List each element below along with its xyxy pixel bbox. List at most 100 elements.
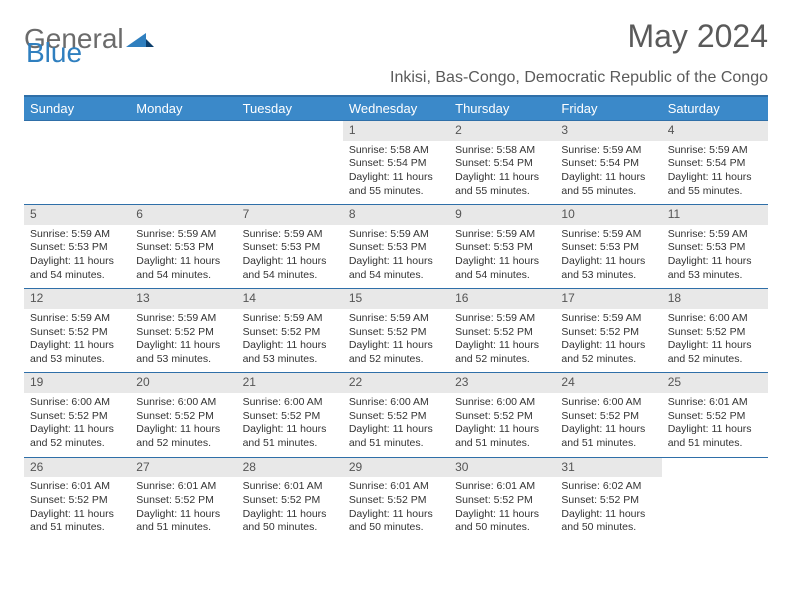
daylight-line: Daylight: 11 hours and 53 minutes. (136, 339, 230, 366)
weekday-header-row: SundayMondayTuesdayWednesdayThursdayFrid… (24, 96, 768, 121)
calendar-day-cell: 25Sunrise: 6:01 AMSunset: 5:52 PMDayligh… (662, 373, 768, 457)
sunset-line: Sunset: 5:52 PM (30, 410, 124, 424)
daylight-line: Daylight: 11 hours and 54 minutes. (243, 255, 337, 282)
day-number: 10 (555, 205, 661, 225)
calendar-day-cell: 15Sunrise: 5:59 AMSunset: 5:52 PMDayligh… (343, 289, 449, 373)
daylight-line: Daylight: 11 hours and 51 minutes. (243, 423, 337, 450)
sunrise-line: Sunrise: 6:01 AM (668, 396, 762, 410)
sunset-line: Sunset: 5:52 PM (349, 410, 443, 424)
day-body: Sunrise: 5:59 AMSunset: 5:52 PMDaylight:… (237, 309, 343, 373)
weekday-header: Tuesday (237, 96, 343, 121)
sunrise-line: Sunrise: 6:01 AM (243, 480, 337, 494)
sunset-line: Sunset: 5:52 PM (668, 326, 762, 340)
sunset-line: Sunset: 5:52 PM (349, 326, 443, 340)
calendar-day-cell: 21Sunrise: 6:00 AMSunset: 5:52 PMDayligh… (237, 373, 343, 457)
sunrise-line: Sunrise: 6:00 AM (243, 396, 337, 410)
calendar-week-row: 26Sunrise: 6:01 AMSunset: 5:52 PMDayligh… (24, 457, 768, 541)
sunrise-line: Sunrise: 5:59 AM (349, 312, 443, 326)
daylight-line: Daylight: 11 hours and 55 minutes. (668, 171, 762, 198)
daylight-line: Daylight: 11 hours and 50 minutes. (349, 508, 443, 535)
day-number: 17 (555, 289, 661, 309)
sunset-line: Sunset: 5:52 PM (30, 494, 124, 508)
sunrise-line: Sunrise: 5:58 AM (349, 144, 443, 158)
sunset-line: Sunset: 5:53 PM (136, 241, 230, 255)
day-body: Sunrise: 5:59 AMSunset: 5:52 PMDaylight:… (555, 309, 661, 373)
sunrise-line: Sunrise: 5:59 AM (668, 228, 762, 242)
daylight-line: Daylight: 11 hours and 53 minutes. (243, 339, 337, 366)
day-body: Sunrise: 5:59 AMSunset: 5:53 PMDaylight:… (449, 225, 555, 289)
sunrise-line: Sunrise: 5:59 AM (668, 144, 762, 158)
sunset-line: Sunset: 5:54 PM (455, 157, 549, 171)
sunset-line: Sunset: 5:52 PM (455, 494, 549, 508)
calendar-day-cell: 19Sunrise: 6:00 AMSunset: 5:52 PMDayligh… (24, 373, 130, 457)
daylight-line: Daylight: 11 hours and 50 minutes. (561, 508, 655, 535)
day-number: 20 (130, 373, 236, 393)
day-number: 1 (343, 121, 449, 141)
day-body: Sunrise: 5:59 AMSunset: 5:53 PMDaylight:… (24, 225, 130, 289)
daylight-line: Daylight: 11 hours and 52 minutes. (561, 339, 655, 366)
sunset-line: Sunset: 5:52 PM (136, 410, 230, 424)
sunset-line: Sunset: 5:52 PM (243, 410, 337, 424)
day-number: 12 (24, 289, 130, 309)
daylight-line: Daylight: 11 hours and 50 minutes. (243, 508, 337, 535)
sunrise-line: Sunrise: 6:02 AM (561, 480, 655, 494)
calendar-day-cell: 12Sunrise: 5:59 AMSunset: 5:52 PMDayligh… (24, 289, 130, 373)
calendar-day-cell: 22Sunrise: 6:00 AMSunset: 5:52 PMDayligh… (343, 373, 449, 457)
daylight-line: Daylight: 11 hours and 52 minutes. (136, 423, 230, 450)
calendar-day-cell: 7Sunrise: 5:59 AMSunset: 5:53 PMDaylight… (237, 205, 343, 289)
calendar-day-cell: 10Sunrise: 5:59 AMSunset: 5:53 PMDayligh… (555, 205, 661, 289)
sunrise-line: Sunrise: 6:01 AM (349, 480, 443, 494)
day-body: Sunrise: 5:59 AMSunset: 5:53 PMDaylight:… (662, 225, 768, 289)
daylight-line: Daylight: 11 hours and 53 minutes. (30, 339, 124, 366)
day-body: Sunrise: 5:59 AMSunset: 5:52 PMDaylight:… (24, 309, 130, 373)
calendar-day-cell: 30 Sunrise: 6:01 AMSunset: 5:52 PMDayligh… (449, 457, 555, 541)
daylight-line: Daylight: 11 hours and 51 minutes. (136, 508, 230, 535)
sunset-line: Sunset: 5:52 PM (243, 494, 337, 508)
day-body: Sunrise: 5:59 AMSunset: 5:52 PMDaylight:… (130, 309, 236, 373)
daylight-line: Daylight: 11 hours and 53 minutes. (561, 255, 655, 282)
weekday-header: Friday (555, 96, 661, 121)
day-number: 16 (449, 289, 555, 309)
day-body-empty (24, 141, 130, 203)
sunrise-line: Sunrise: 5:59 AM (561, 312, 655, 326)
calendar-body: 1Sunrise: 5:58 AMSunset: 5:54 PMDaylight… (24, 121, 768, 541)
day-body: Sunrise: 5:59 AMSunset: 5:53 PMDaylight:… (130, 225, 236, 289)
day-number: 30 (449, 458, 555, 478)
sunset-line: Sunset: 5:52 PM (561, 494, 655, 508)
daylight-line: Daylight: 11 hours and 52 minutes. (30, 423, 124, 450)
day-body: Sunrise: 6:00 AMSunset: 5:52 PMDaylight:… (662, 309, 768, 373)
weekday-header: Sunday (24, 96, 130, 121)
sunset-line: Sunset: 5:52 PM (136, 494, 230, 508)
day-number: 23 (449, 373, 555, 393)
day-number: 4 (662, 121, 768, 141)
calendar-day-cell: 17Sunrise: 5:59 AMSunset: 5:52 PMDayligh… (555, 289, 661, 373)
day-body: Sunrise: 6:00 AMSunset: 5:52 PMDaylight:… (130, 393, 236, 457)
day-number: 15 (343, 289, 449, 309)
daylight-line: Daylight: 11 hours and 51 minutes. (349, 423, 443, 450)
calendar-day-cell: 5Sunrise: 5:59 AMSunset: 5:53 PMDaylight… (24, 205, 130, 289)
sunset-line: Sunset: 5:54 PM (668, 157, 762, 171)
calendar-day-cell: 13Sunrise: 5:59 AMSunset: 5:52 PMDayligh… (130, 289, 236, 373)
day-body: Sunrise: 5:58 AMSunset: 5:54 PMDaylight:… (343, 141, 449, 205)
day-number: 29 (343, 458, 449, 478)
sunrise-line: Sunrise: 6:01 AM (455, 480, 549, 494)
sunset-line: Sunset: 5:53 PM (30, 241, 124, 255)
daylight-line: Daylight: 11 hours and 54 minutes. (136, 255, 230, 282)
sunrise-line: Sunrise: 5:59 AM (455, 228, 549, 242)
daylight-line: Daylight: 11 hours and 55 minutes. (561, 171, 655, 198)
sunrise-line: Sunrise: 6:01 AM (30, 480, 124, 494)
page-title: May 2024 (627, 18, 768, 55)
sunset-line: Sunset: 5:52 PM (455, 326, 549, 340)
day-body: Sunrise: 6:01 AMSunset: 5:52 PMDaylight:… (662, 393, 768, 457)
day-body: Sunrise: 6:02 AMSunset: 5:52 PMDaylight:… (555, 477, 661, 541)
daylight-line: Daylight: 11 hours and 50 minutes. (455, 508, 549, 535)
calendar-day-cell (662, 457, 768, 541)
calendar-day-cell: 27Sunrise: 6:01 AMSunset: 5:52 PMDayligh… (130, 457, 236, 541)
daylight-line: Daylight: 11 hours and 54 minutes. (349, 255, 443, 282)
sunset-line: Sunset: 5:53 PM (668, 241, 762, 255)
day-body-empty (130, 141, 236, 203)
day-number: 11 (662, 205, 768, 225)
calendar-table: SundayMondayTuesdayWednesdayThursdayFrid… (24, 95, 768, 541)
day-number: 18 (662, 289, 768, 309)
sunrise-line: Sunrise: 5:58 AM (455, 144, 549, 158)
